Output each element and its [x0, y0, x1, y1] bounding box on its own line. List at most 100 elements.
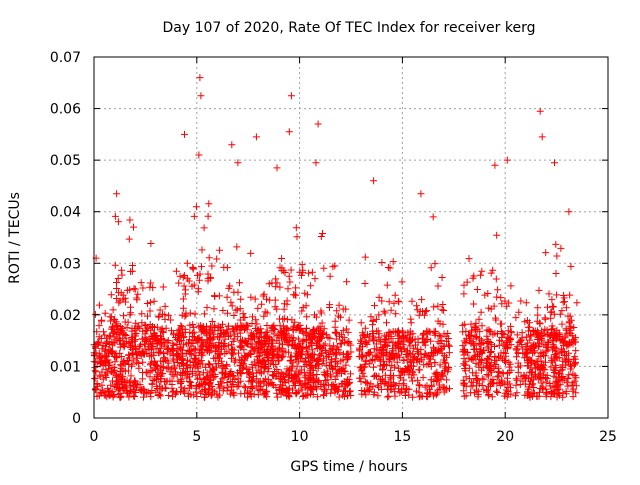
data-point: [291, 379, 299, 387]
data-point: [460, 392, 468, 400]
data-point: [347, 370, 354, 378]
data-point: [119, 341, 127, 349]
data-point: [562, 390, 570, 398]
data-point: [486, 362, 493, 370]
data-point: [513, 343, 521, 351]
data-point: [493, 231, 501, 239]
data-point: [138, 375, 146, 383]
data-point: [161, 315, 169, 323]
data-point: [550, 369, 558, 376]
data-point: [91, 344, 99, 352]
data-point: [203, 337, 211, 345]
data-point: [295, 378, 303, 386]
data-point: [551, 159, 558, 167]
data-point: [479, 364, 487, 372]
data-point: [304, 379, 312, 387]
data-point: [160, 350, 167, 357]
data-point: [440, 356, 448, 364]
data-point: [459, 328, 467, 336]
data-point: [143, 300, 151, 307]
data-point: [483, 340, 491, 347]
data-point: [290, 291, 298, 299]
data-point: [569, 385, 577, 393]
data-point: [459, 342, 467, 350]
data-point: [495, 341, 503, 349]
data-point: [167, 316, 175, 324]
data-point: [131, 336, 139, 344]
data-point: [177, 337, 185, 345]
data-point: [109, 369, 117, 377]
data-point: [436, 340, 444, 347]
data-point: [371, 351, 379, 359]
data-point: [226, 378, 234, 385]
data-point: [123, 377, 131, 385]
data-point: [445, 341, 452, 349]
data-point: [164, 344, 172, 352]
data-point: [406, 349, 414, 357]
data-point: [248, 320, 256, 327]
data-point: [501, 380, 509, 388]
data-point: [111, 261, 119, 269]
data-point: [224, 309, 231, 317]
data-point: [231, 376, 239, 383]
y-tick-label: 0.07: [50, 50, 81, 66]
data-point: [271, 368, 279, 375]
data-point: [236, 326, 244, 334]
data-point: [439, 383, 447, 391]
data-point: [213, 255, 221, 263]
data-point: [331, 262, 339, 270]
data-point: [259, 292, 267, 300]
data-point: [228, 349, 236, 357]
data-point: [215, 333, 223, 341]
data-point: [310, 378, 318, 386]
data-point: [245, 349, 253, 357]
data-point: [400, 345, 408, 353]
data-point: [189, 321, 197, 328]
data-point: [252, 133, 260, 141]
data-point: [413, 306, 421, 314]
data-point: [507, 282, 515, 290]
data-point: [379, 375, 386, 383]
data-point: [473, 286, 481, 293]
data-point: [434, 348, 441, 356]
data-point: [191, 345, 199, 353]
data-point: [118, 376, 126, 384]
data-point: [178, 383, 186, 391]
data-point: [328, 362, 335, 370]
data-point: [113, 354, 121, 362]
data-point: [152, 345, 160, 353]
data-point: [346, 378, 354, 386]
data-point: [180, 272, 188, 279]
data-point: [113, 190, 121, 198]
data-point: [490, 302, 498, 310]
data-point: [147, 240, 155, 247]
chart-title: Day 107 of 2020, Rate Of TEC Index for r…: [163, 20, 536, 36]
data-point: [471, 322, 479, 330]
data-point: [337, 340, 345, 348]
data-point: [489, 376, 497, 383]
data-point: [290, 373, 298, 381]
data-point: [469, 274, 477, 282]
data-point: [369, 330, 377, 338]
data-point: [226, 282, 234, 290]
data-point: [547, 356, 555, 364]
data-point: [537, 357, 545, 365]
data-point: [218, 379, 226, 387]
data-point: [331, 376, 339, 383]
data-point: [298, 386, 306, 394]
data-point: [312, 159, 320, 167]
data-point: [361, 253, 369, 261]
data-point: [523, 348, 531, 356]
data-point: [146, 352, 154, 360]
data-point: [178, 377, 186, 385]
data-point: [377, 337, 385, 345]
data-point: [139, 368, 146, 376]
data-point: [236, 362, 244, 370]
data-point: [94, 338, 102, 346]
data-point: [379, 365, 387, 373]
data-point: [148, 380, 156, 388]
data-point: [276, 322, 284, 330]
data-point: [446, 385, 453, 393]
data-point: [197, 92, 205, 100]
data-point: [344, 391, 352, 399]
